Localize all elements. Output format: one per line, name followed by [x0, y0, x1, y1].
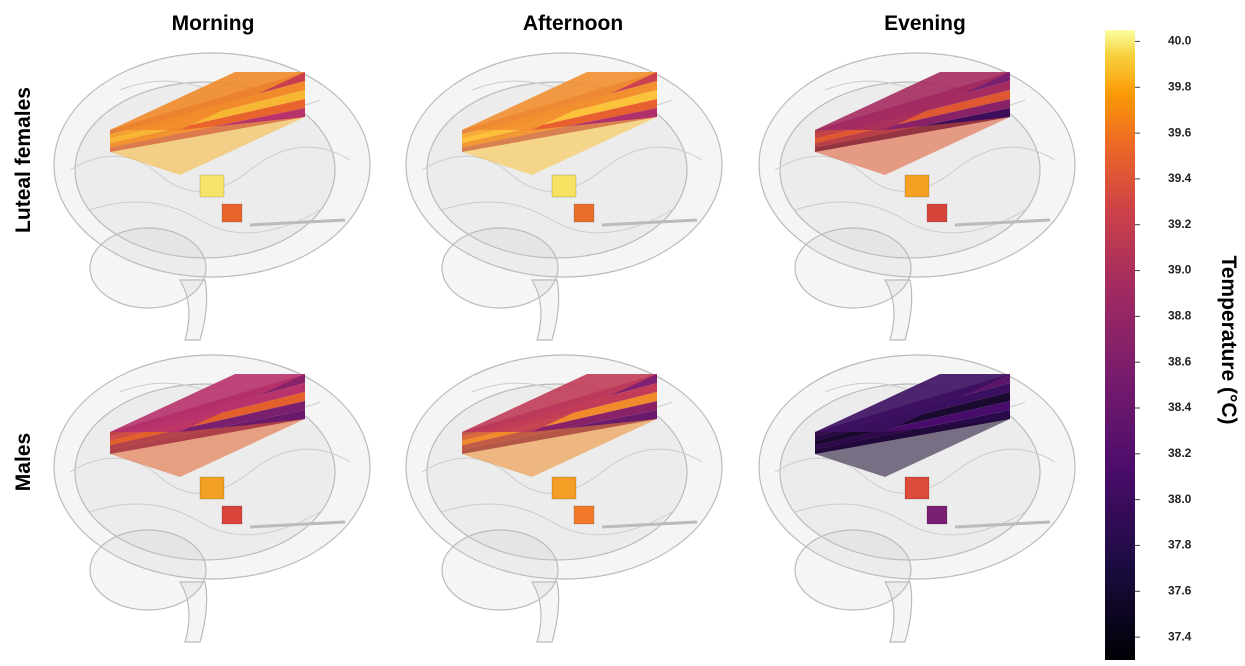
brain-panel: [53, 52, 371, 341]
colorbar-tick-label: 39.8: [1168, 79, 1192, 93]
slab-front: [110, 419, 305, 477]
colorbar-tick-label: 38.0: [1168, 492, 1192, 506]
cube: [904, 174, 930, 198]
cube: [221, 505, 243, 525]
optic-nerve: [249, 218, 346, 227]
slab-front: [462, 419, 657, 477]
cube: [926, 203, 948, 223]
cerebellum: [794, 529, 912, 611]
colorbar-tick-label: 37.4: [1168, 629, 1192, 643]
optic-nerve: [954, 520, 1051, 529]
row-label: Males: [12, 433, 35, 491]
row-label: Luteal females: [12, 87, 35, 233]
brainstem: [530, 279, 560, 341]
cerebellum: [441, 227, 559, 309]
slab-front: [815, 117, 1010, 175]
brain-panel: [758, 354, 1076, 643]
brain-panel: [758, 52, 1076, 341]
cube: [926, 505, 948, 525]
cube: [904, 476, 930, 500]
colorbar-tick-label: 39.2: [1168, 217, 1192, 231]
column-title: Morning: [172, 12, 255, 35]
slab-top: [110, 374, 305, 432]
colorbar-tick-label: 39.4: [1168, 171, 1192, 185]
cube: [551, 174, 577, 198]
cerebellum: [441, 529, 559, 611]
brain-panel: [405, 354, 723, 643]
column-title: Afternoon: [523, 12, 623, 35]
cube: [573, 505, 595, 525]
colorbar-label: Temperature (°C): [1217, 255, 1240, 424]
slab-top: [462, 72, 657, 130]
cube: [551, 476, 577, 500]
brain-panel: [405, 52, 723, 341]
panels: [53, 52, 1076, 643]
optic-nerve: [601, 520, 698, 529]
colorbar-tick-label: 39.6: [1168, 125, 1192, 139]
brainstem: [178, 581, 208, 643]
colorbar-tick-label: 38.4: [1168, 400, 1192, 414]
optic-nerve: [249, 520, 346, 529]
colorbar: [1105, 30, 1135, 660]
colorbar-tick-label: 38.8: [1168, 309, 1192, 323]
cerebellum: [89, 227, 207, 309]
brainstem: [883, 279, 913, 341]
optic-nerve: [954, 218, 1051, 227]
colorbar-tick-label: 37.6: [1168, 583, 1192, 597]
slab-top: [815, 72, 1010, 130]
colorbar-tick-label: 38.6: [1168, 354, 1192, 368]
slab-front: [815, 419, 1010, 477]
colorbar-tick-label: 38.2: [1168, 446, 1192, 460]
brainstem: [530, 581, 560, 643]
slab-top: [815, 374, 1010, 432]
cube: [199, 174, 225, 198]
cube: [573, 203, 595, 223]
slab-top: [110, 72, 305, 130]
slab-top: [462, 374, 657, 432]
cube: [199, 476, 225, 500]
brainstem: [178, 279, 208, 341]
brain-panel: [53, 354, 371, 643]
colorbar-tick-label: 39.0: [1168, 263, 1192, 277]
optic-nerve: [601, 218, 698, 227]
cube: [221, 203, 243, 223]
cerebellum: [89, 529, 207, 611]
column-title: Evening: [884, 12, 966, 35]
brainstem: [883, 581, 913, 643]
colorbar-tick-label: 40.0: [1168, 34, 1192, 48]
cerebellum: [794, 227, 912, 309]
slab-front: [110, 117, 305, 175]
colorbar-tick-label: 37.8: [1168, 538, 1192, 552]
slab-front: [462, 117, 657, 175]
